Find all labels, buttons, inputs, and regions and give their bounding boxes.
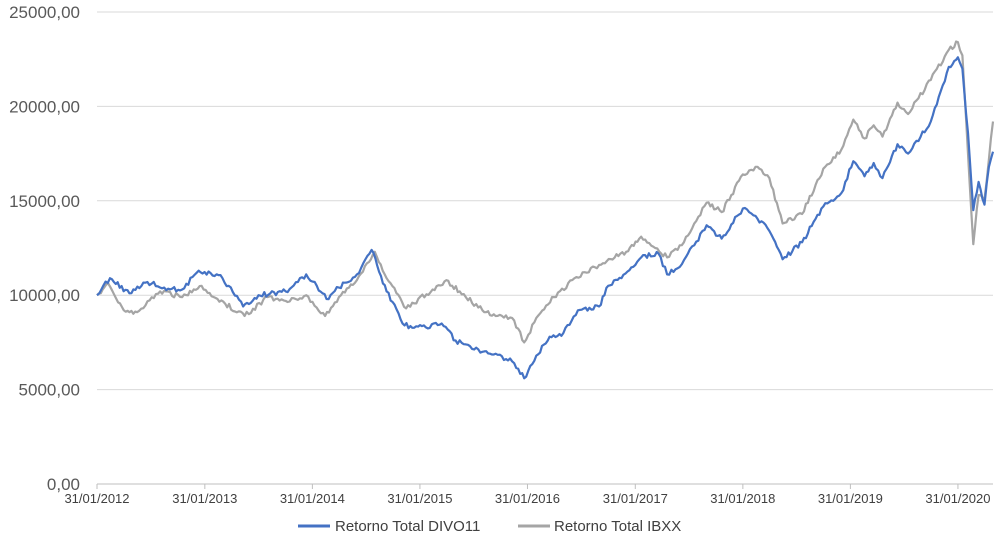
x-tick-label: 31/01/2019 [818, 491, 883, 506]
y-tick-label: 25000,00 [9, 3, 80, 22]
legend: Retorno Total DIVO11 Retorno Total IBXX [298, 518, 681, 535]
y-axis: 0,00 5000,00 10000,00 15000,00 20000,00 25000… [9, 3, 80, 494]
x-tick-label: 31/01/2014 [280, 491, 345, 506]
x-tick-label: 31/01/2013 [172, 491, 237, 506]
legend-label: Retorno Total IBXX [554, 518, 681, 535]
y-tick-label: 5000,00 [19, 381, 80, 400]
x-tick-label: 31/01/2016 [495, 491, 560, 506]
x-tick-label: 31/01/2015 [387, 491, 452, 506]
series-lines [96, 40, 995, 380]
series-line-divo11 [96, 56, 995, 380]
x-tick-label: 31/01/2020 [925, 491, 990, 506]
x-tick-label: 31/01/2017 [603, 491, 668, 506]
series-line-ibxx [96, 40, 995, 344]
x-tick-label: 31/01/2012 [64, 491, 129, 506]
y-tick-label: 0,00 [47, 475, 80, 494]
x-tick-label: 31/01/2018 [710, 491, 775, 506]
legend-label: Retorno Total DIVO11 [335, 518, 480, 535]
y-tick-label: 10000,00 [9, 286, 80, 305]
y-tick-label: 15000,00 [9, 192, 80, 211]
gridlines [97, 11, 993, 485]
x-axis: 31/01/2012 31/01/2013 31/01/2014 31/01/2015… [64, 483, 993, 506]
y-tick-label: 20000,00 [9, 97, 80, 116]
